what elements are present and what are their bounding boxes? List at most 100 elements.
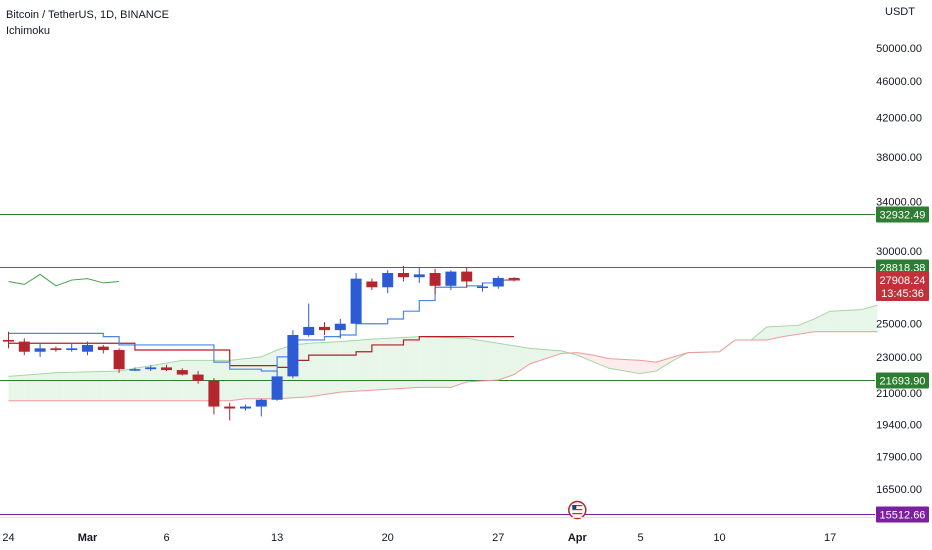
cloud-segment xyxy=(150,364,159,401)
cloud-segment xyxy=(237,358,246,400)
price-tick-label: 17900.00 xyxy=(876,452,922,464)
bar-countdown: 13:45:36 xyxy=(881,288,924,300)
cloud-segment xyxy=(340,340,349,393)
candle-body xyxy=(366,281,378,288)
last-price-tag-bg xyxy=(876,270,929,301)
cloud-segment xyxy=(261,353,270,399)
cloud-segment xyxy=(490,342,499,381)
cloud-segment xyxy=(506,344,515,378)
indicator-label[interactable]: Ichimoku xyxy=(6,25,51,37)
cloud-segment xyxy=(608,358,617,370)
time-tick-label: 6 xyxy=(163,532,169,544)
cloud-segment xyxy=(806,318,815,333)
cloud-segment xyxy=(774,326,783,339)
time-tick-label: Mar xyxy=(78,532,98,544)
candle-body xyxy=(413,274,425,278)
cloud-segment xyxy=(529,348,538,364)
cloud-segment xyxy=(166,361,175,401)
candle-body xyxy=(34,348,46,352)
candle-body xyxy=(429,272,441,286)
candle-body xyxy=(18,341,30,352)
cloud-segment xyxy=(522,347,530,370)
candle-body xyxy=(303,326,315,336)
level-tag-bg xyxy=(876,506,929,523)
price-tick-label: 16500.00 xyxy=(876,484,922,496)
price-tick-label: 38000.00 xyxy=(876,152,922,164)
candle-body xyxy=(477,286,488,289)
price-tick-label: 23000.00 xyxy=(876,352,922,364)
cloud-segment xyxy=(450,337,459,388)
ichimoku-cloud xyxy=(8,305,878,401)
cloud-segment xyxy=(40,373,48,401)
candle-body xyxy=(113,350,125,370)
candle-body xyxy=(66,348,78,351)
level-tag-text: 15512.66 xyxy=(880,510,926,522)
cloud-segment xyxy=(324,342,333,395)
cloud-segment xyxy=(624,359,633,373)
candle-body xyxy=(176,370,188,375)
cloud-segment xyxy=(790,325,799,336)
cloud-segment xyxy=(308,342,317,397)
price-tick-label: 19400.00 xyxy=(876,420,922,432)
cloud-segment xyxy=(830,310,838,332)
candle-body xyxy=(145,367,157,370)
candle-body xyxy=(240,406,251,409)
cloud-segment xyxy=(55,372,64,401)
candle-body xyxy=(271,376,283,400)
cloud-segment xyxy=(474,339,483,382)
level-tag-text: 32932.49 xyxy=(880,210,926,222)
cloud-segment xyxy=(111,370,120,401)
cloud-segment xyxy=(466,338,475,382)
horizontal-levels xyxy=(0,214,875,515)
level-tag-bg xyxy=(876,206,929,223)
cloud-segment xyxy=(87,371,96,401)
cloud-segment xyxy=(316,342,325,396)
candle-body xyxy=(224,406,236,409)
cloud-segment xyxy=(253,356,262,399)
cloud-segment xyxy=(332,341,341,394)
cloud-segment xyxy=(142,365,151,401)
cloud-segment xyxy=(16,375,25,401)
cloud-segment xyxy=(364,339,372,391)
flag-stripe xyxy=(572,513,583,515)
candle-body xyxy=(350,278,362,324)
cloud-segment xyxy=(814,315,823,332)
cloud-segment xyxy=(395,337,404,389)
cloud-segment xyxy=(759,326,767,340)
cloud-segment xyxy=(632,359,641,374)
price-tick-label: 21000.00 xyxy=(876,388,922,400)
level-tag-text: 21693.90 xyxy=(880,376,926,388)
cloud-segment xyxy=(71,372,80,401)
candle-body xyxy=(3,339,14,342)
cloud-segment xyxy=(379,338,388,390)
cloud-segment xyxy=(8,375,17,401)
cloud-segment xyxy=(300,343,309,398)
time-tick-label: Apr xyxy=(568,532,588,544)
cloud-segment xyxy=(427,336,436,388)
cloud-segment xyxy=(348,340,357,392)
chikou-span-line xyxy=(8,273,120,287)
cloud-segment xyxy=(32,373,41,401)
cloud-segment xyxy=(838,310,846,332)
cloud-segment xyxy=(63,372,72,401)
senkou-span-b-line xyxy=(8,331,878,402)
time-tick-label: 10 xyxy=(713,532,725,544)
flag-stripe xyxy=(572,505,583,507)
time-tick-label: 13 xyxy=(271,532,283,544)
candle-body xyxy=(255,399,267,407)
cloud-segment xyxy=(356,339,364,392)
symbol-title[interactable]: Bitcoin / TetherUS, 1D, BINANCE xyxy=(6,9,170,21)
cloud-segment xyxy=(616,359,625,371)
cloud-segment xyxy=(79,371,88,401)
time-tick-label: 20 xyxy=(382,532,394,544)
candle-body xyxy=(445,271,457,286)
price-tick-label: 30000.00 xyxy=(876,246,922,258)
candle-body xyxy=(208,380,220,407)
cloud-segment xyxy=(158,362,167,401)
price-tick-label: 50000.00 xyxy=(876,43,922,55)
flag-stripe xyxy=(572,509,583,511)
candle-body xyxy=(508,277,520,280)
last-price-value: 27908.24 xyxy=(880,275,926,287)
cloud-segment xyxy=(443,337,451,388)
